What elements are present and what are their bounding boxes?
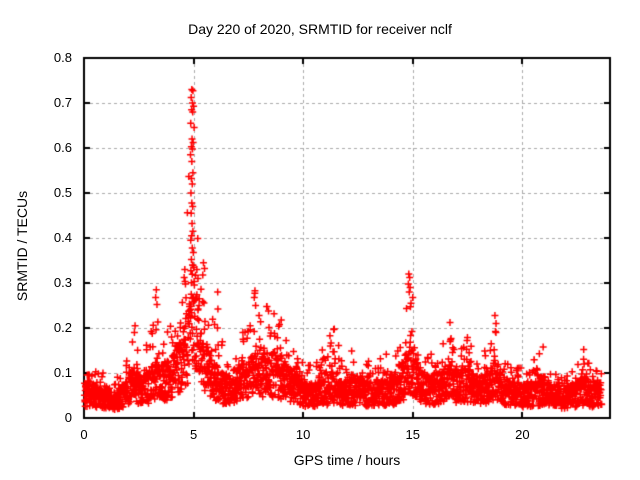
- y-axis-label: SRMTID / TECUs: [14, 190, 30, 302]
- x-tick-label: 15: [405, 427, 420, 442]
- x-tick-label: 0: [80, 427, 88, 442]
- y-tick-label: 0.2: [53, 320, 72, 335]
- y-tick-label: 0.1: [53, 365, 72, 380]
- y-tick-label: 0.5: [53, 185, 72, 200]
- y-tick-label: 0.4: [53, 230, 72, 245]
- y-tick-label: 0.3: [53, 275, 72, 290]
- y-tick-label: 0.7: [53, 95, 72, 110]
- y-tick-label: 0.8: [53, 50, 72, 65]
- y-tick-label: 0.6: [53, 140, 72, 155]
- x-axis-label: GPS time / hours: [293, 452, 401, 468]
- chart-title: Day 220 of 2020, SRMTID for receiver ncl…: [188, 21, 452, 37]
- x-tick-label: 20: [515, 427, 530, 442]
- x-tick-label: 5: [189, 427, 198, 442]
- y-tick-label: 0: [64, 410, 72, 425]
- x-tick-label: 10: [295, 427, 311, 442]
